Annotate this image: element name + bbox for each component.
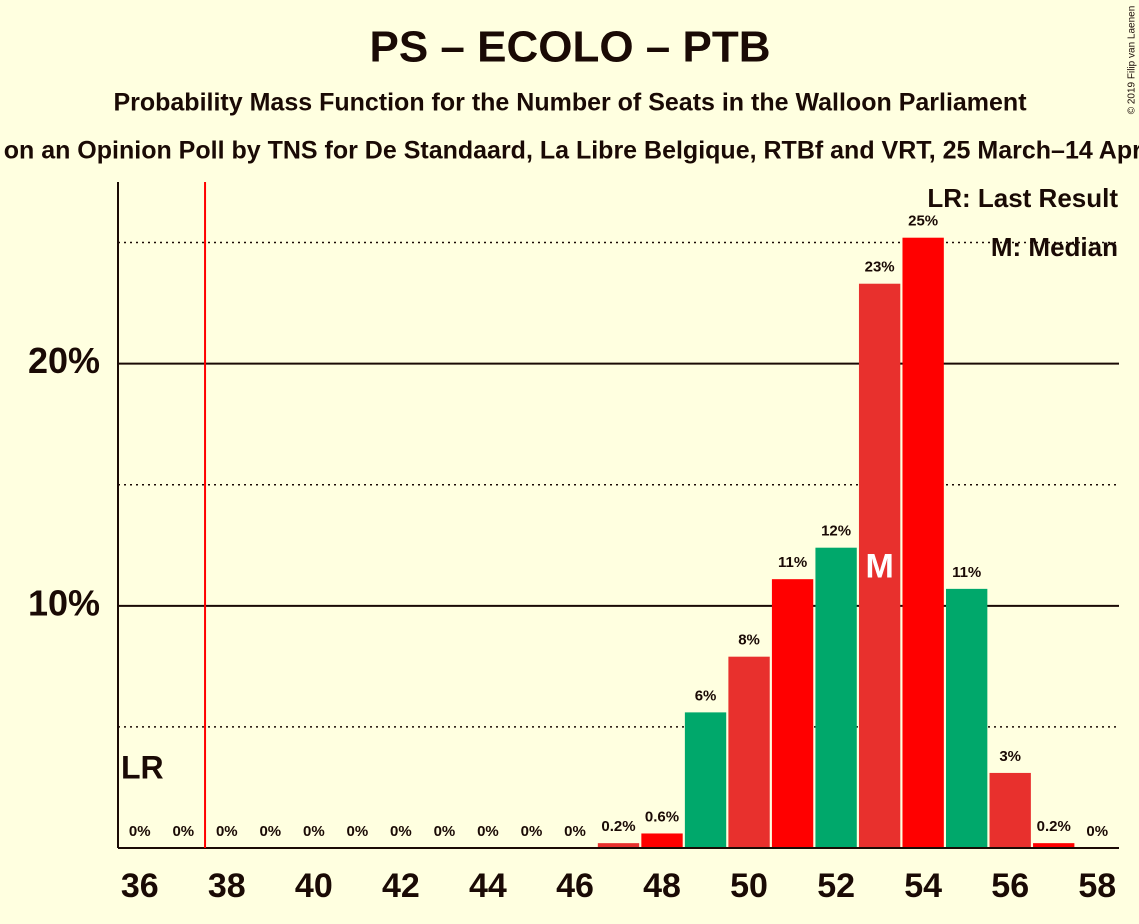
data-label: 0% [564,823,586,840]
bar [902,237,944,849]
data-label: 0% [259,823,281,840]
bar [1033,843,1075,848]
y-tick-label: 10% [28,582,100,623]
legend-entry: M: Median [991,232,1118,262]
x-tick-label: 36 [121,867,159,905]
data-label: 0% [216,823,238,840]
bar [815,547,857,848]
legend-entry: LR: Last Result [927,183,1118,213]
x-tick-label: 50 [730,867,768,905]
x-tick-label: 58 [1078,867,1116,905]
bar [989,772,1031,848]
data-label: 0.2% [601,818,635,835]
x-tick-label: 42 [382,867,420,905]
data-label: 6% [695,687,717,704]
data-label: 12% [821,523,851,540]
data-label: 23% [865,259,895,276]
data-label: 8% [738,632,760,649]
data-label: 0.6% [645,808,679,825]
data-label: 0% [521,823,543,840]
data-label: 0% [303,823,325,840]
data-label: 0% [172,823,194,840]
bar [858,283,901,848]
last-result-label: LR [121,749,164,785]
bar [946,588,988,848]
data-label: 0% [1086,823,1108,840]
data-label: 25% [908,213,938,230]
data-label: 0% [390,823,412,840]
data-label: 0% [347,823,369,840]
data-label: 0% [129,823,151,840]
chart-subtitle: Probability Mass Function for the Number… [113,89,1027,117]
x-tick-label: 38 [208,867,246,905]
median-label: M [865,548,893,586]
chart-source: Based on an Opinion Poll by TNS for De S… [0,137,1139,165]
bar [728,656,770,848]
x-tick-label: 40 [295,867,333,905]
data-label: 0% [477,823,499,840]
copyright: © 2019 Filip van Laenen [1127,6,1138,115]
data-label: 3% [999,748,1021,765]
bar [684,712,727,848]
bar [771,579,814,848]
y-tick-label: 20% [28,340,100,381]
bar [641,833,683,848]
x-tick-label: 44 [469,867,507,905]
x-tick-label: 54 [904,867,942,905]
bar [597,843,640,848]
data-label: 0% [434,823,456,840]
data-label: 11% [778,554,807,571]
data-label: 0.2% [1037,818,1071,835]
x-tick-label: 52 [817,867,855,905]
data-label: 11% [952,564,981,581]
x-tick-label: 56 [991,867,1029,905]
chart-title: PS – ECOLO – PTB [370,23,771,72]
x-tick-label: 48 [643,867,681,905]
x-tick-label: 46 [556,867,594,905]
